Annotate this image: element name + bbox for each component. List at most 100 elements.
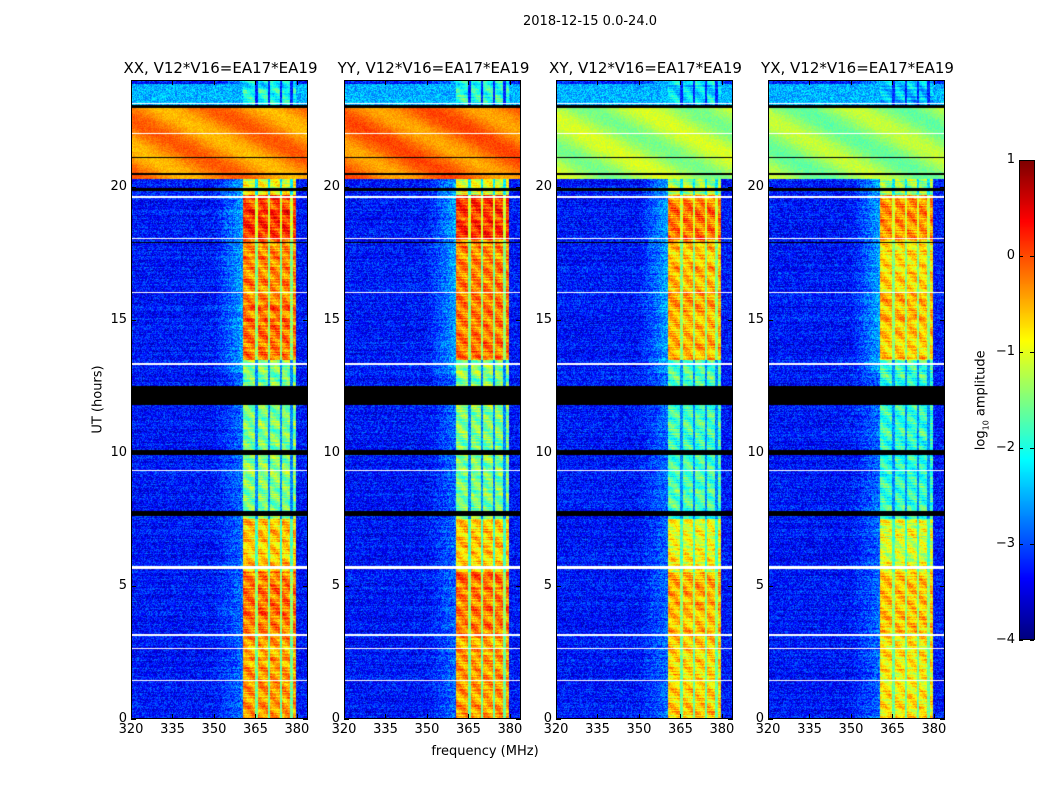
y-tick-label: 15 (110, 311, 127, 327)
y-tick-label: 20 (323, 178, 340, 194)
x-tick-label: 335 (160, 722, 185, 737)
colorbar-tick-label: −2 (995, 440, 1015, 455)
x-tick (468, 80, 470, 85)
colorbar-tick (1030, 640, 1034, 641)
colorbar-tick (1019, 640, 1023, 641)
x-tick (809, 714, 811, 719)
x-tick-label: 350 (414, 722, 440, 737)
y-tick (556, 452, 561, 454)
y-tick (728, 452, 733, 454)
x-tick (721, 714, 723, 719)
y-tick (516, 319, 521, 321)
y-tick (131, 452, 136, 454)
x-tick (892, 80, 894, 85)
y-tick-label: 20 (535, 178, 552, 194)
y-tick (940, 319, 945, 321)
spectrogram-panel-yx: YX, V12*V16=EA17*EA19 (761, 59, 954, 719)
y-tick (344, 319, 349, 321)
y-tick (768, 319, 773, 321)
y-tick-label: 15 (535, 311, 552, 327)
spectrogram-heatmap (769, 81, 944, 718)
y-tick (768, 585, 773, 587)
y-tick (940, 585, 945, 587)
y-tick (940, 452, 945, 454)
x-tick-label: 320 (755, 722, 781, 737)
colorbar-tick-label: −4 (995, 632, 1015, 647)
y-tick (131, 319, 136, 321)
x-tick-label: 380 (284, 722, 310, 737)
x-tick (680, 714, 682, 719)
colorbar-tick (1030, 544, 1034, 545)
y-tick-label: 0 (543, 711, 552, 726)
spectrogram-heatmap (132, 81, 307, 718)
y-tick (516, 719, 521, 720)
y-tick (303, 719, 308, 720)
x-tick-label: 380 (921, 722, 947, 737)
y-tick (768, 186, 773, 188)
y-tick (728, 585, 733, 587)
y-tick (940, 719, 945, 720)
x-tick-label: 380 (709, 722, 735, 737)
colorbar-tick-label: 1 (1006, 152, 1015, 167)
y-tick (516, 452, 521, 454)
x-tick (131, 80, 132, 85)
x-tick (131, 714, 132, 719)
x-tick (680, 80, 682, 85)
x-tick-label: 350 (626, 722, 652, 737)
x-tick (850, 714, 852, 719)
x-tick (255, 80, 257, 85)
x-tick (556, 714, 557, 719)
x-tick (933, 80, 935, 85)
y-tick (556, 319, 561, 321)
x-tick-label: 320 (543, 722, 569, 737)
colorbar-tick (1030, 160, 1034, 161)
x-tick (468, 714, 470, 719)
y-tick-label: 0 (755, 711, 764, 726)
colorbar-tick (1019, 160, 1023, 161)
y-tick (344, 585, 349, 587)
x-tick-label: 380 (497, 722, 523, 737)
x-tick-label: 365 (668, 722, 693, 737)
x-tick-label: 350 (838, 722, 864, 737)
x-tick-label: 365 (243, 722, 268, 737)
colorbar-tick-label: −1 (995, 344, 1015, 359)
y-tick (556, 186, 561, 188)
x-tick (385, 80, 387, 85)
panel-title: XX, V12*V16=EA17*EA19 (123, 59, 318, 77)
y-tick (303, 452, 308, 454)
y-tick (940, 186, 945, 188)
y-tick (516, 186, 521, 188)
x-tick (933, 714, 935, 719)
figure-title: 2018-12-15 0.0-24.0 (523, 14, 657, 29)
colorbar-tick (1019, 544, 1023, 545)
x-tick (509, 80, 511, 85)
x-tick-label: 320 (118, 722, 144, 737)
x-tick (597, 80, 599, 85)
spectrogram-panel-yy: YY, V12*V16=EA17*EA19 (338, 59, 529, 719)
x-tick (296, 714, 298, 719)
x-tick-label: 335 (797, 722, 822, 737)
y-tick-label: 10 (535, 444, 552, 460)
spectrogram-panel-xy: XY, V12*V16=EA17*EA19 (549, 59, 742, 719)
y-tick (728, 186, 733, 188)
x-tick (597, 714, 599, 719)
x-tick (172, 714, 174, 719)
y-tick (556, 719, 561, 720)
x-tick-label: 335 (373, 722, 398, 737)
spectrogram-heatmap (345, 81, 520, 718)
x-tick (426, 80, 428, 85)
colorbar-label-sub: 10 (981, 420, 991, 431)
colorbar-tick (1019, 256, 1023, 257)
y-tick (344, 186, 349, 188)
panel-title: YX, V12*V16=EA17*EA19 (761, 59, 954, 77)
y-tick-label: 10 (110, 444, 127, 460)
x-tick (213, 714, 215, 719)
y-tick-label: 5 (755, 577, 764, 593)
x-tick (556, 80, 557, 85)
spectrogram-panel-xx: XX, V12*V16=EA17*EA19 (123, 59, 318, 719)
panel-title: XY, V12*V16=EA17*EA19 (549, 59, 742, 77)
x-tick (892, 714, 894, 719)
x-tick (850, 80, 852, 85)
x-tick (344, 80, 345, 85)
